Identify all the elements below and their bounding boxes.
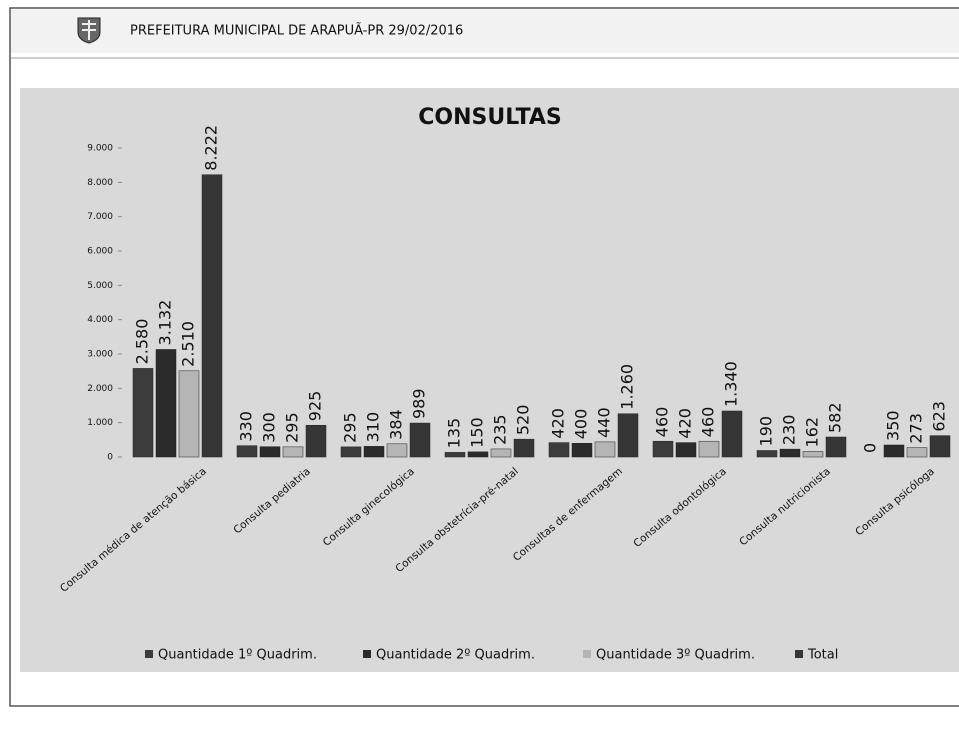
bar: [340, 446, 362, 458]
data-label: 230: [780, 415, 799, 446]
bar: [201, 174, 223, 458]
y-tick-label: 4.000: [87, 315, 113, 325]
bar: [906, 447, 928, 458]
legend-swatch: [145, 650, 153, 658]
data-label: 925: [306, 391, 325, 422]
data-label: 190: [757, 416, 776, 447]
data-label: 582: [826, 402, 845, 433]
bar: [259, 446, 281, 458]
bar: [756, 450, 778, 458]
y-tick-label: 3.000: [87, 350, 113, 360]
bar: [132, 368, 154, 458]
data-label: 2.580: [133, 319, 152, 365]
bar: [825, 436, 847, 458]
legend-label: Quantidade 2º Quadrim.: [376, 648, 535, 663]
data-label: 135: [445, 418, 464, 449]
legend-swatch: [363, 650, 371, 658]
bar: [652, 440, 674, 458]
legend-label: Quantidade 1º Quadrim.: [158, 648, 317, 663]
bar: [617, 413, 639, 458]
data-label: 520: [514, 405, 533, 436]
data-label: 420: [549, 408, 568, 439]
data-label: 162: [803, 417, 822, 448]
bar: [929, 435, 951, 458]
bar: [513, 438, 535, 458]
bar: [802, 451, 824, 458]
data-label: 3.132: [156, 300, 175, 346]
data-label: 300: [260, 412, 279, 443]
bar: [675, 442, 697, 458]
data-label: 623: [930, 401, 949, 432]
bar: [305, 424, 327, 458]
y-tick-label: 9.000: [87, 144, 113, 154]
data-label: 150: [468, 417, 487, 448]
bar: [490, 448, 512, 458]
bar: [883, 444, 905, 458]
bar: [571, 443, 593, 458]
header-title: PREFEITURA MUNICIPAL DE ARAPUÃ-PR 29/02/…: [130, 23, 463, 39]
bar: [155, 349, 177, 458]
bar: [467, 451, 489, 458]
data-label: 1.260: [618, 364, 637, 410]
data-label: 295: [341, 412, 360, 443]
data-label: 460: [653, 407, 672, 438]
bar: [363, 446, 385, 458]
legend-label: Quantidade 3º Quadrim.: [596, 648, 755, 663]
data-label: 989: [410, 388, 429, 419]
bar: [779, 448, 801, 458]
data-label: 440: [595, 407, 614, 438]
data-label: 330: [237, 411, 256, 442]
bar: [386, 443, 408, 458]
data-label: 460: [699, 407, 718, 438]
chart-area: [20, 88, 959, 672]
y-tick-label: 8.000: [87, 178, 113, 188]
bar: [236, 445, 258, 458]
bar: [282, 446, 304, 458]
y-tick-label: 0: [107, 453, 113, 463]
data-label: 420: [676, 408, 695, 439]
bar: [409, 422, 431, 458]
y-tick-label: 7.000: [87, 212, 113, 222]
data-label: 8.222: [202, 125, 221, 171]
data-label: 2.510: [179, 321, 198, 367]
data-label: 400: [572, 409, 591, 440]
bar: [594, 441, 616, 458]
data-label: 310: [364, 412, 383, 443]
logo: [77, 17, 101, 44]
bar: [444, 452, 466, 458]
y-tick-label: 2.000: [87, 384, 113, 394]
bar: [698, 440, 720, 458]
data-label: 1.340: [722, 361, 741, 407]
data-label: 0: [861, 443, 880, 453]
data-label: 384: [387, 409, 406, 440]
y-tick-label: 6.000: [87, 247, 113, 257]
chart-title: CONSULTAS: [418, 105, 562, 130]
legend-swatch: [583, 650, 591, 658]
y-tick-label: 5.000: [87, 281, 113, 291]
y-tick-label: 1.000: [87, 418, 113, 428]
bar: [548, 442, 570, 458]
bar: [721, 410, 743, 458]
legend-label: Total: [807, 648, 838, 663]
bar: [178, 370, 200, 458]
data-label: 295: [283, 412, 302, 443]
data-label: 273: [907, 413, 926, 444]
header-bar: [11, 9, 959, 53]
data-label: 235: [491, 414, 510, 445]
data-label: 350: [884, 410, 903, 441]
legend-swatch: [795, 650, 803, 658]
